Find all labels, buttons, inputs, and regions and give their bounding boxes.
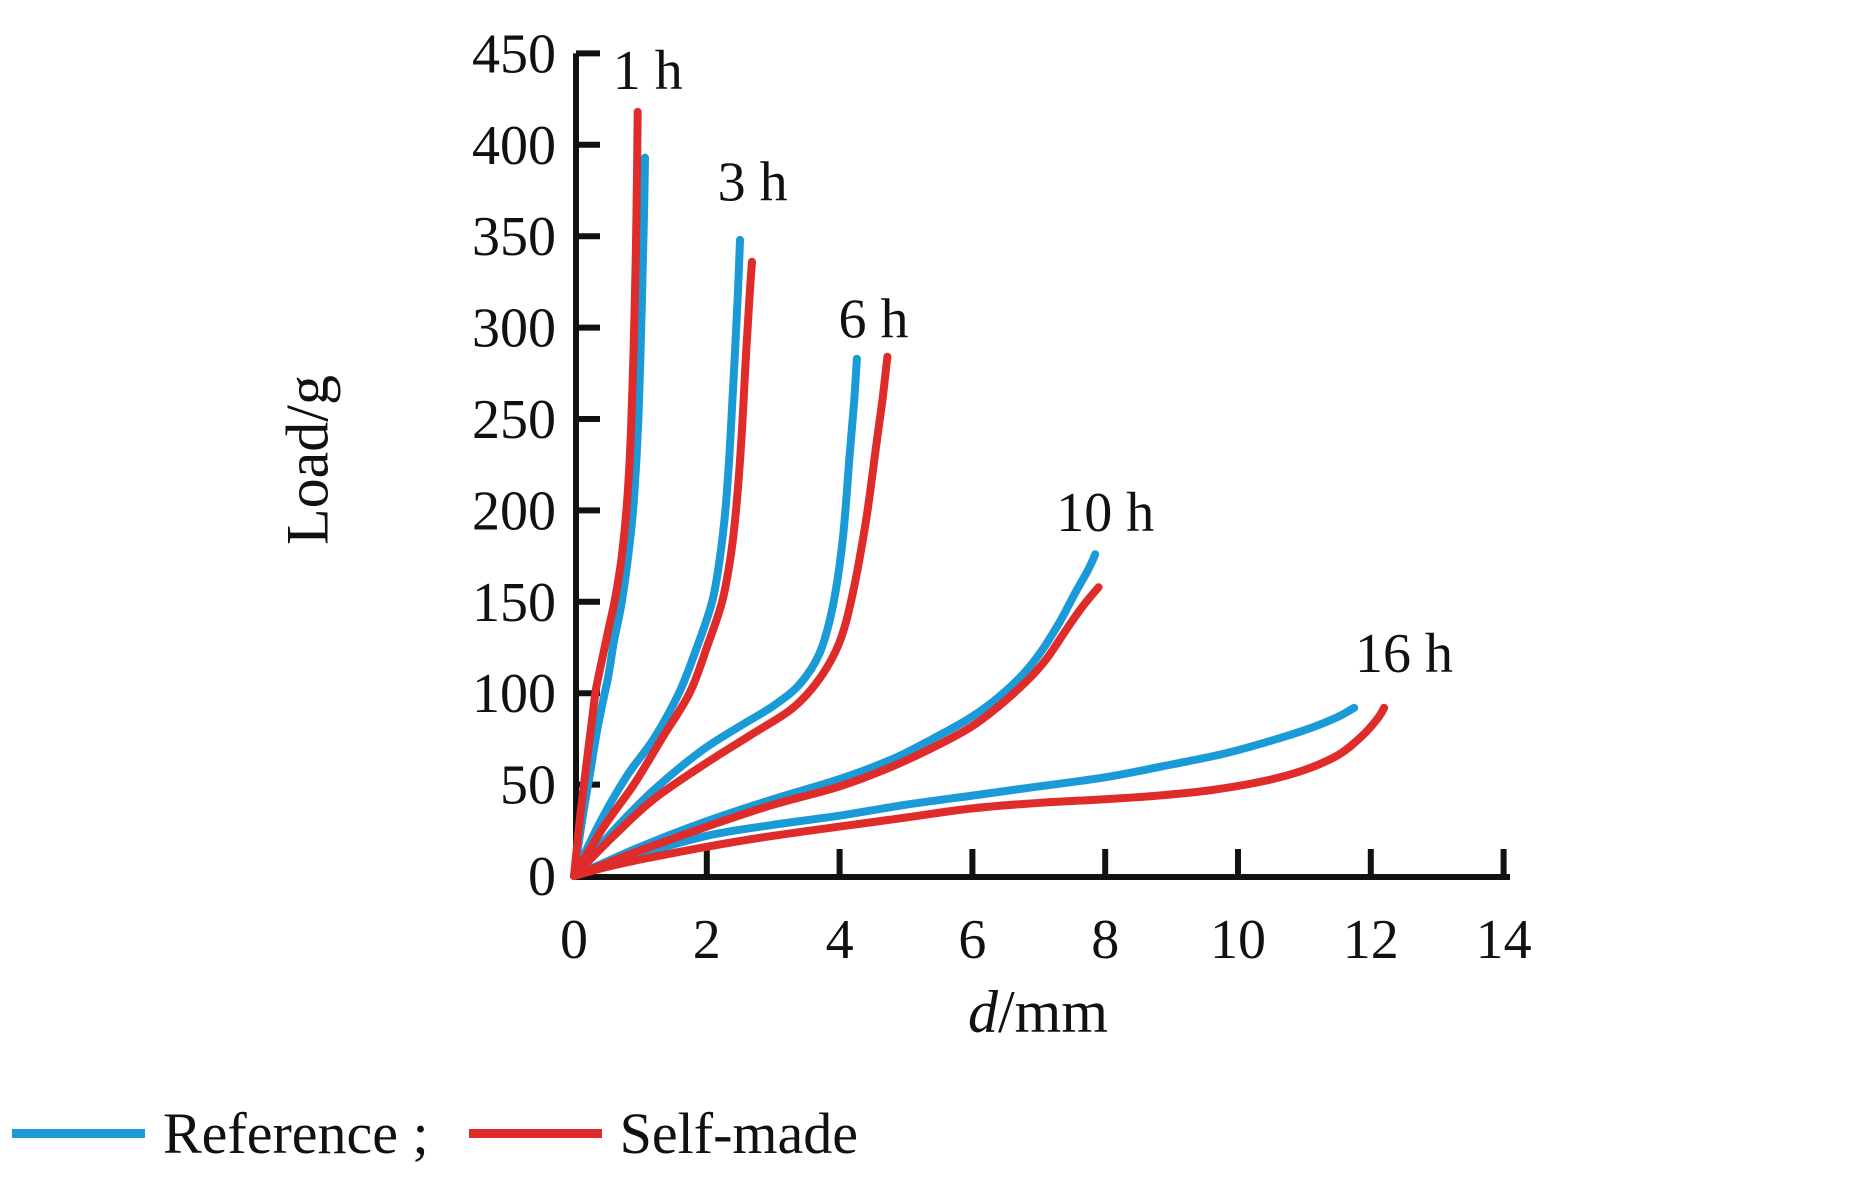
annotation-10-h: 10 h [1056,482,1154,544]
x-tick-label-4: 4 [826,909,854,971]
legend-label-reference: Reference ; [163,1100,429,1166]
annotation-3-h: 3 h [718,151,788,213]
x-tick-label-6: 6 [958,909,986,971]
x-axis-title-unit: /mm [997,979,1109,1045]
series-3-h-reference [570,235,744,880]
y-tick-label-450: 450 [472,23,556,85]
x-tick-label-0: 0 [560,909,588,971]
annotation-1-h: 1 h [613,40,683,102]
x-axis-title-symbol: d [967,979,998,1045]
y-tick-label-150: 150 [472,572,556,634]
y-tick-label-350: 350 [472,206,556,268]
x-tick-label-10: 10 [1210,909,1266,971]
series-10-h-reference [570,550,1100,880]
y-tick-label-0: 0 [528,846,556,908]
y-tick-label-300: 300 [472,298,556,360]
legend-swatch-self-made [468,1128,602,1138]
y-tick-label-200: 200 [472,480,556,542]
series-16-h-self-made [570,703,1389,880]
x-tick-label-2: 2 [693,909,721,971]
annotation-6-h: 6 h [838,288,908,350]
series-1-h-reference [570,153,649,880]
x-axis-title: d/mm [968,978,1108,1047]
annotation-16-h: 16 h [1355,623,1453,685]
series-16-h-reference [570,703,1359,880]
x-tick-label-12: 12 [1343,909,1399,971]
x-tick-label-8: 8 [1091,909,1119,971]
y-tick-label-400: 400 [472,115,556,177]
y-axis-title: Load/g [274,375,341,545]
series-10-h-self-made [570,583,1103,880]
series-1-h-self-made [570,107,642,880]
legend-label-self-made: Self-made [619,1100,858,1166]
y-tick-label-100: 100 [472,663,556,725]
series-3-h-self-made [570,257,756,880]
legend: Reference ; Self-made [12,1098,858,1168]
y-tick-label-50: 50 [500,755,556,817]
series-6-h-self-made [570,352,892,880]
x-tick-label-14: 14 [1476,909,1532,971]
legend-swatch-reference [12,1128,145,1138]
series-6-h-reference [570,354,861,880]
y-tick-label-250: 250 [472,389,556,451]
